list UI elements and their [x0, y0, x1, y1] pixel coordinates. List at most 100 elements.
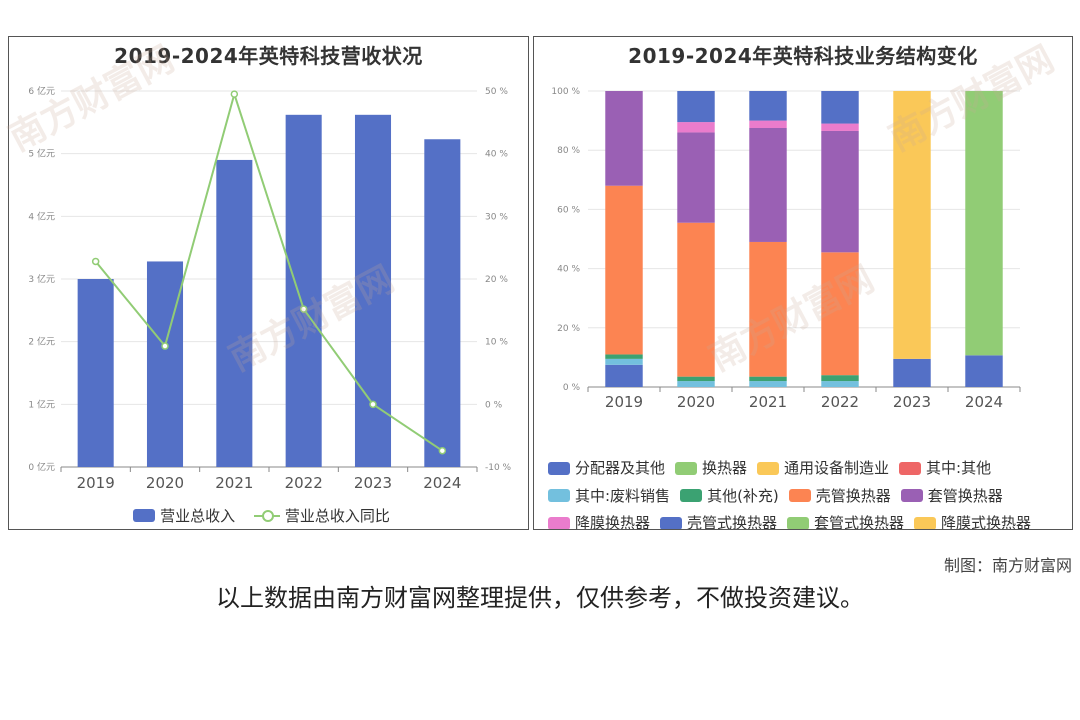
legend-item-revenue[interactable]: 营业总收入 [133, 505, 235, 526]
x-tick-label: 2020 [146, 474, 184, 492]
stacked-bar-segment [677, 381, 715, 387]
revenue-chart-panel: 2019-2024年英特科技营收状况 0 亿元 1 亿元 2 亿元 3 亿元 4 亿元 5… [8, 36, 529, 530]
y-tick-label: 20 % [557, 324, 580, 334]
stacked-bar-segment [821, 130, 859, 253]
legend-swatch [680, 489, 703, 502]
y-tick-label: 0 亿元 [28, 461, 55, 473]
y-right-tick-label: 30 % [485, 212, 508, 222]
legend-item[interactable]: 分配器及其他 [548, 455, 665, 481]
stacked-bar-segment [605, 354, 643, 359]
revenue-yoy-point [230, 90, 239, 98]
legend-item[interactable]: 套管换热器 [900, 483, 1003, 509]
legend-item[interactable]: 其中:其他 [899, 455, 991, 481]
stacked-bar-segment [749, 381, 787, 387]
disclaimer-text: 以上数据由南方财富网整理提供，仅供参考，不做投资建议。 [216, 584, 864, 612]
y-right-tick-label: 50 % [485, 87, 508, 97]
legend-swatch [914, 516, 937, 529]
revenue-chart-svg: 0 亿元 1 亿元 2 亿元 3 亿元 4 亿元 5 亿元 6 亿元 -10 % 0 % 10 %… [28, 85, 511, 492]
x-tick-label: 2023 [354, 474, 392, 492]
stacked-bar-segment [749, 91, 787, 121]
legend-label: 换热器 [702, 459, 748, 477]
legend-swatch [548, 516, 570, 529]
legend-swatch [660, 516, 683, 529]
legend-swatch [788, 489, 811, 502]
y-tick-label: 6 亿元 [28, 85, 55, 97]
legend-item[interactable]: 壳管式换热器 [660, 510, 777, 529]
stacked-bar-segment [965, 91, 1003, 356]
y-tick-label: 1 亿元 [28, 398, 55, 410]
legend-label: 通用设备制造业 [784, 459, 890, 477]
x-tick-label: 2019 [77, 474, 115, 492]
y-right-tick-label: 20 % [485, 275, 508, 285]
x-tick-label: 2021 [215, 474, 253, 492]
legend-label: 其中:其他 [926, 459, 992, 477]
revenue-bar [424, 139, 461, 467]
legend-item[interactable]: 其中:废料销售 [548, 483, 670, 509]
legend-swatch [548, 489, 570, 502]
chart-title: 2019-2024年英特科技营收状况 [114, 44, 423, 68]
legend-swatch [548, 461, 570, 475]
stacked-bar-segment [749, 128, 787, 242]
legend-swatch [787, 516, 810, 529]
legend-label: 套管式换热器 [814, 514, 905, 530]
legend-label: 壳管换热器 [815, 486, 891, 505]
chart-title: 2019-2024年英特科技业务结构变化 [628, 44, 978, 68]
legend-item[interactable]: 其他(补充) [680, 483, 779, 509]
x-tick-label: 2024 [423, 474, 461, 492]
y-tick-label: 60 % [557, 205, 580, 215]
y-tick-label: 4 亿元 [28, 210, 55, 222]
business-structure-legend: 分配器及其他 换热器 通用设备制造业 其中:其他 其中:废料销售 其他(补充) 壳管换热器套… [548, 455, 1068, 530]
legend-label: 营业总收入同比 [284, 507, 390, 525]
legend-swatch [900, 489, 923, 502]
business-structure-panel: 2019-2024年英特科技业务结构变化 0 % 20 % 40 % 60 % 80 %… [533, 36, 1073, 530]
stacked-bar-segment [677, 91, 715, 123]
legend-label: 分配器及其他 [575, 459, 666, 477]
legend-swatch [133, 509, 156, 522]
revenue-bar [77, 279, 114, 467]
x-tick-label: 2021 [749, 393, 787, 411]
legend-item-revenue-yoy[interactable]: 营业总收入同比 [253, 505, 390, 526]
revenue-bar [354, 114, 392, 468]
stacked-bar-segment [677, 376, 715, 382]
chart-credit: 制图：南方财富网 [943, 556, 1072, 575]
legend-item[interactable]: 套管式换热器 [787, 510, 905, 530]
stacked-bar-segment [749, 241, 787, 377]
x-tick-label: 2020 [677, 393, 715, 411]
y-right-tick-label: 0 % [485, 400, 503, 410]
y-right-tick-label: 10 % [485, 338, 508, 348]
y-tick-label: 0 % [563, 383, 581, 393]
y-tick-label: 80 % [557, 146, 580, 156]
legend-label: 营业总收入 [160, 507, 236, 525]
x-tick-label: 2024 [965, 393, 1003, 411]
legend-swatch [757, 461, 780, 475]
x-tick-label: 2022 [285, 474, 323, 492]
legend-label: 降膜换热器 [575, 514, 651, 530]
stacked-bar-segment [965, 355, 1003, 387]
legend-label: 其他(补充) [707, 486, 779, 505]
legend-item[interactable]: 壳管换热器 [788, 483, 891, 509]
stacked-bar-segment [605, 358, 643, 365]
legend-item[interactable]: 降膜式换热器 [914, 510, 1031, 529]
y-tick-label: 3 亿元 [28, 273, 55, 285]
stacked-bar-segment [677, 222, 715, 377]
legend-item[interactable]: 降膜换热器 [548, 510, 651, 530]
x-tick-label: 2019 [605, 393, 643, 411]
stacked-bar-segment [893, 91, 931, 359]
revenue-bar [216, 159, 253, 467]
revenue-bar [285, 114, 322, 468]
legend-swatch [899, 461, 922, 475]
stacked-bar-segment [893, 358, 931, 387]
y-tick-label: 2 亿元 [28, 336, 55, 348]
legend-label: 套管换热器 [927, 486, 1003, 505]
stacked-bar-segment [821, 91, 859, 124]
legend-swatch [253, 509, 280, 522]
legend-item[interactable]: 通用设备制造业 [757, 455, 889, 481]
y-right-tick-label: 40 % [485, 150, 508, 160]
legend-item[interactable]: 换热器 [675, 455, 747, 481]
revenue-yoy-point [299, 305, 308, 313]
x-tick-label: 2022 [821, 393, 859, 411]
stacked-bar-segment [821, 123, 859, 131]
y-tick-label: 40 % [557, 265, 580, 275]
revenue-yoy-point [161, 342, 169, 350]
revenue-bar [146, 261, 184, 467]
